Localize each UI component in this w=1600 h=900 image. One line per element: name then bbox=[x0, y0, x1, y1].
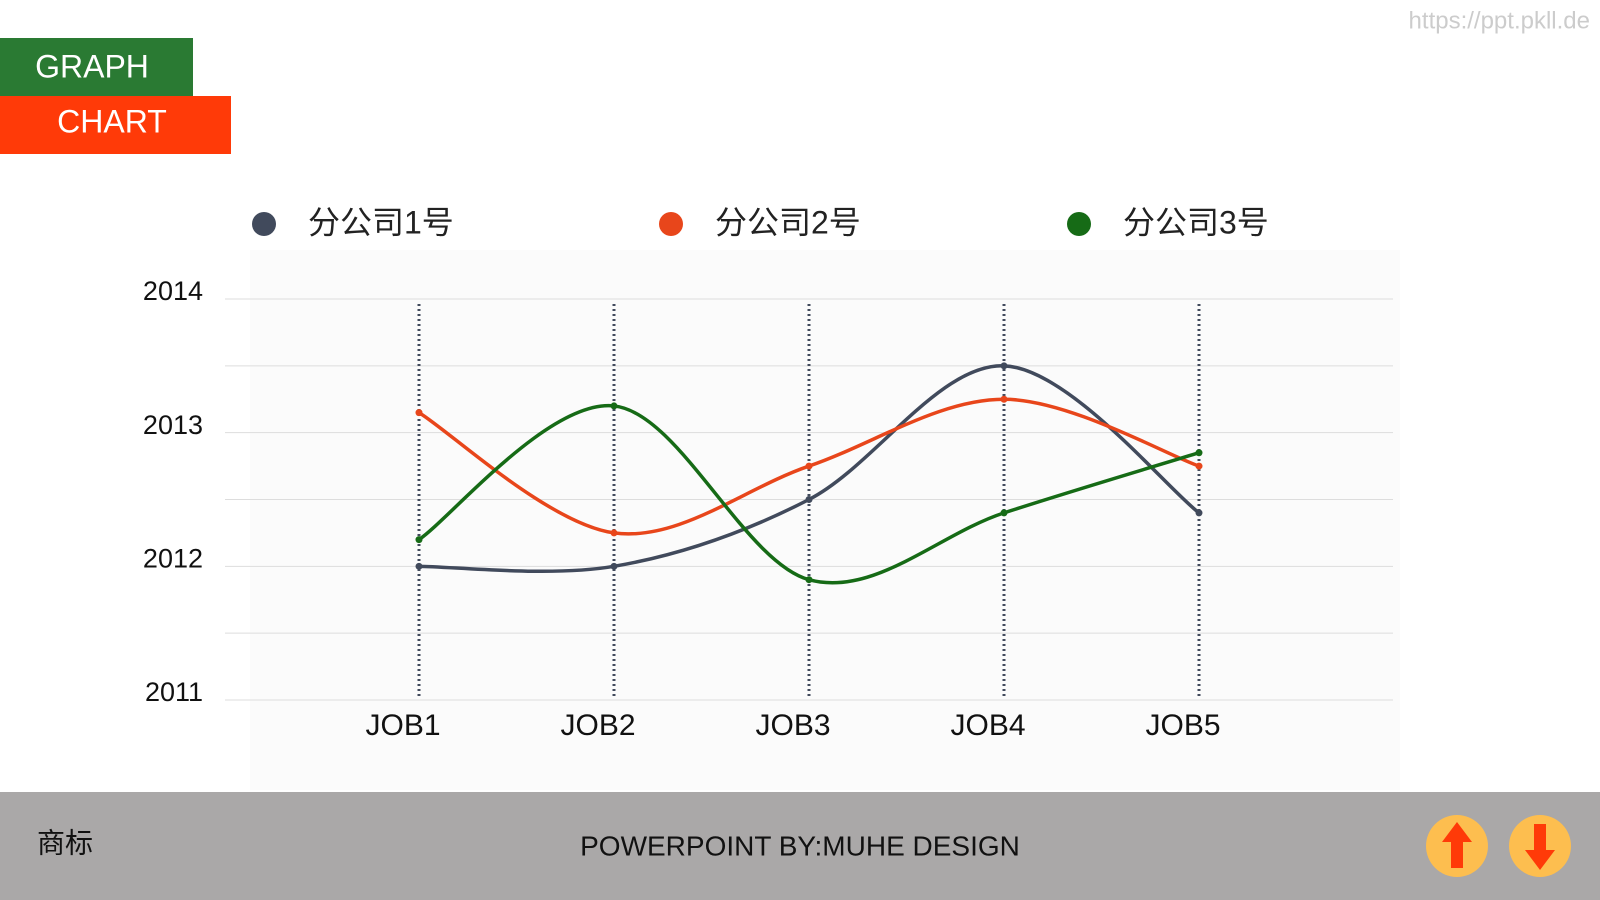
x-tick-label: JOB5 bbox=[1145, 709, 1220, 742]
footer-credit: POWERPOINT BY:MUHE DESIGN bbox=[580, 830, 1020, 861]
up-arrow[interactable] bbox=[1442, 822, 1472, 868]
data-point bbox=[610, 529, 618, 537]
legend-label: 分公司2号 bbox=[715, 204, 861, 240]
data-point bbox=[1000, 509, 1008, 517]
data-point bbox=[805, 576, 813, 584]
legend-marker bbox=[1067, 212, 1091, 236]
legend-marker bbox=[659, 212, 683, 236]
footer-bar bbox=[0, 792, 1600, 900]
title-box-green bbox=[0, 38, 193, 96]
data-point bbox=[1195, 462, 1203, 470]
data-point bbox=[1195, 449, 1203, 457]
y-tick-label: 2011 bbox=[145, 677, 203, 707]
x-tick-label: JOB2 bbox=[560, 709, 635, 742]
chart: 2011 2012 2013 2014 JOB1 JOB2 JOB3 JOB4 JOB5 分公司1… bbox=[143, 204, 1393, 742]
data-point bbox=[805, 462, 813, 470]
title-box-red bbox=[0, 96, 231, 154]
footer-logo: 商标 bbox=[37, 827, 93, 858]
x-tick-label: JOB3 bbox=[755, 709, 830, 742]
data-point bbox=[610, 562, 618, 570]
data-point bbox=[805, 496, 813, 503]
data-point bbox=[415, 536, 423, 544]
x-tick-label: JOB1 bbox=[365, 709, 440, 742]
next-button[interactable] bbox=[1509, 815, 1571, 877]
title-line1: GRAPH bbox=[35, 48, 149, 84]
down-arrow[interactable] bbox=[1525, 824, 1555, 870]
series-line bbox=[418, 404, 1200, 585]
series-line bbox=[418, 364, 1201, 574]
data-point bbox=[610, 402, 618, 410]
title-line2: CHART bbox=[57, 103, 167, 139]
y-tick-label: 2013 bbox=[143, 410, 203, 440]
data-point bbox=[415, 409, 423, 417]
y-tick-label: 2014 bbox=[143, 276, 203, 306]
legend-marker bbox=[252, 212, 276, 236]
legend-label: 分公司1号 bbox=[308, 204, 454, 240]
data-point bbox=[1195, 509, 1203, 517]
legend-label: 分公司3号 bbox=[1123, 204, 1269, 240]
y-tick-label: 2012 bbox=[143, 543, 203, 573]
prev-button[interactable] bbox=[1426, 815, 1488, 877]
x-tick-label: JOB4 bbox=[950, 709, 1025, 742]
data-point bbox=[1000, 395, 1008, 403]
data-point bbox=[415, 562, 423, 570]
data-point bbox=[1000, 362, 1008, 370]
watermark: https://ppt.pkll.de bbox=[1409, 7, 1590, 34]
